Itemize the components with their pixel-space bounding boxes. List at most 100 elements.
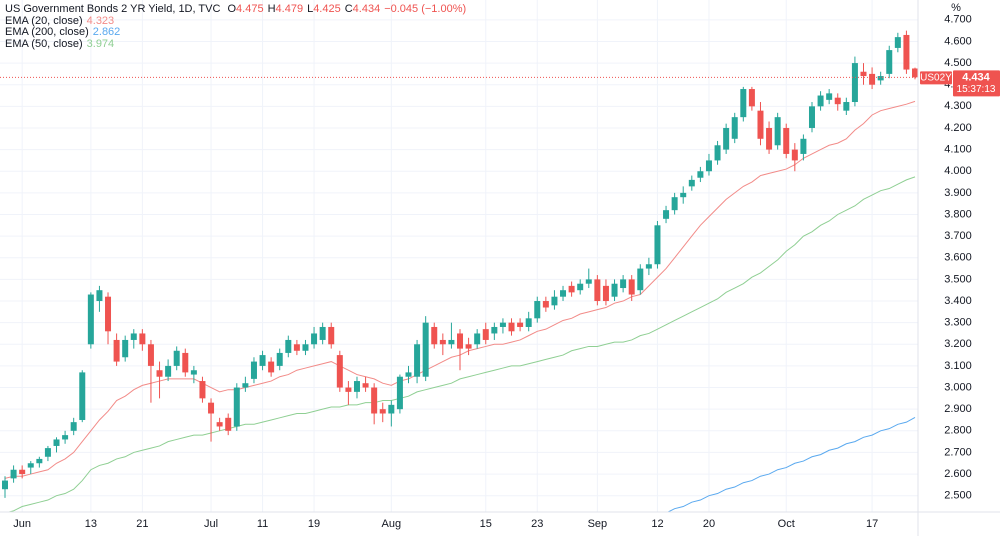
candle-body (783, 127, 790, 154)
y-tick-label: 3.900 (944, 187, 972, 199)
x-tick-label: Aug (382, 518, 402, 530)
ohlc-letter: L (307, 3, 314, 15)
candle-body (542, 301, 549, 308)
candle-body (568, 285, 575, 293)
legend-entry: EMA (200, close) 2.862 (5, 26, 466, 39)
header: US Government Bonds 2 YR Yield, 1D, TVC … (5, 3, 467, 16)
candle-body (319, 326, 326, 340)
candle-body (731, 117, 738, 139)
candle-body (714, 145, 721, 161)
candle-body (122, 339, 129, 358)
candle-body (877, 76, 884, 81)
candle-body (886, 50, 893, 74)
candle-body (860, 71, 867, 77)
candle-body (242, 383, 249, 388)
candle-body (508, 322, 515, 332)
candle-body (663, 210, 670, 219)
candle-body (680, 192, 687, 198)
plot-area (0, 30, 918, 512)
legend-label: EMA (200, close) (5, 26, 89, 38)
change-text: −0.045 (−1.00%) (384, 3, 467, 15)
candle-body (259, 355, 266, 366)
candle-body (19, 469, 26, 475)
ohlc-letter: C (344, 3, 353, 15)
candle-body (422, 322, 429, 377)
candle-body (457, 333, 464, 349)
candle-body (233, 387, 240, 427)
y-tick-label: 2.500 (944, 490, 972, 502)
y-tick-label: 3.100 (944, 360, 972, 372)
y-unit: % (951, 2, 961, 14)
y-tick-label: 4.100 (944, 144, 972, 156)
legend-label: EMA (20, close) (5, 14, 83, 27)
candle-body (869, 73, 876, 85)
candle-body (723, 127, 730, 150)
candle-body (405, 372, 412, 377)
candle-body (817, 95, 824, 107)
ema-line (4, 100, 916, 479)
x-tick-label: Oct (778, 518, 795, 530)
y-tick-label: 3.700 (944, 230, 972, 242)
x-tick-label: Sep (588, 518, 608, 530)
x-tick-label: Jun (13, 518, 31, 530)
y-tick-label: 3.500 (944, 273, 972, 285)
x-tick-label: 19 (308, 518, 320, 530)
y-tick-label: 4.700 (944, 14, 972, 26)
candle-body (388, 404, 395, 414)
y-tick-label: 4.600 (944, 35, 972, 47)
candle-body (250, 361, 257, 379)
candle-body (808, 106, 815, 128)
y-tick-label: 2.800 (944, 425, 972, 437)
y-tick-label: 2.700 (944, 446, 972, 458)
candle-body (70, 422, 77, 431)
y-tick-label: 2.600 (944, 468, 972, 480)
ohlc-letter: O (227, 3, 237, 15)
candle-body (474, 333, 481, 345)
candle-body (27, 463, 34, 468)
ohlc-value: 4.475 (236, 3, 264, 15)
legend-label: EMA (50, close) (5, 37, 83, 50)
candle-body (585, 279, 592, 284)
candle-body (791, 149, 798, 161)
y-tick-label: 2.900 (944, 403, 972, 415)
candle-body (740, 89, 747, 118)
x-tick-label: 23 (531, 518, 543, 530)
candle-body (414, 344, 421, 377)
candle-body (311, 333, 318, 345)
candle-body (551, 296, 558, 306)
legend-value: 2.862 (92, 26, 121, 38)
candle-body (851, 63, 858, 103)
candle-body (173, 350, 180, 366)
candle-body (62, 435, 69, 440)
ohlc-value: 4.425 (313, 3, 341, 15)
candle-body (96, 290, 103, 302)
candle-body (353, 381, 360, 392)
y-tick-label: 4.500 (944, 57, 972, 69)
candle-body (671, 197, 678, 211)
candle-body (748, 89, 755, 107)
legend-value: 3.974 (86, 37, 115, 50)
x-tick-label: 13 (85, 518, 97, 530)
grid (0, 0, 918, 512)
candle-body (36, 458, 43, 464)
x-tick-label: 12 (651, 518, 663, 530)
ohlc-value: 4.434 (352, 3, 381, 15)
candle-body (2, 480, 8, 490)
candle-body (362, 383, 369, 388)
axes: 2.500 2.600 2.700 2.800 2.900 3.000 3.100 3.200… (13, 14, 1000, 530)
legend-value: 4.323 (86, 14, 115, 27)
candle-body (534, 301, 541, 319)
symbol-tag: US02Y (920, 72, 952, 83)
candle-body (448, 339, 455, 345)
candle-body (285, 339, 292, 353)
candle-body (628, 279, 635, 295)
candle-body (276, 352, 283, 366)
candle-body (757, 110, 764, 139)
ohlc-value: 4.479 (275, 3, 304, 15)
candle-body (611, 283, 618, 297)
candle-body (894, 37, 901, 48)
candle-body (79, 372, 86, 420)
candle-body (216, 422, 223, 427)
x-tick-label: 17 (866, 518, 878, 530)
